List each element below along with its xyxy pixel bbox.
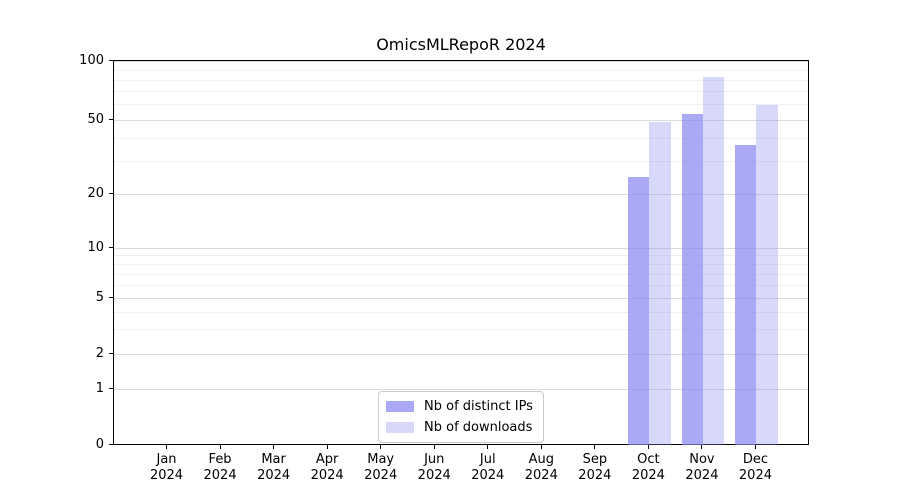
x-tick-label: Nov 2024 (685, 452, 719, 483)
legend-item-label: Nb of downloads (424, 420, 533, 435)
x-tick-label: May 2024 (364, 452, 398, 483)
y-tick-label: 1 (95, 380, 104, 396)
legend-item: Nb of downloads (386, 419, 533, 436)
x-tick-mark (166, 445, 168, 449)
bar-downloads-nov (702, 77, 725, 445)
minor-gridline (114, 285, 808, 287)
legend-item-label: Nb of distinct IPs (424, 399, 533, 414)
major-gridline (114, 194, 808, 196)
y-tick-label: 50 (87, 112, 104, 128)
y-tick-label: 100 (79, 52, 104, 68)
major-gridline (114, 388, 808, 390)
minor-gridline (114, 311, 808, 313)
x-tick-label: Oct 2024 (631, 452, 665, 483)
legend-swatch-distinct-ips (386, 401, 414, 412)
major-gridline (114, 298, 808, 300)
bar-distinct-ips-dec (735, 144, 757, 445)
legend: Nb of distinct IPs Nb of downloads (378, 391, 544, 443)
x-tick-label: Jul 2024 (471, 452, 505, 483)
minor-gridline (114, 263, 808, 265)
x-tick-mark (540, 445, 542, 449)
y-tick-label: 2 (95, 345, 104, 361)
x-tick-mark (647, 445, 649, 449)
x-tick-mark (273, 445, 275, 449)
x-tick-mark (754, 445, 756, 449)
x-tick-mark (380, 445, 382, 449)
x-tick-mark (594, 445, 596, 449)
x-tick-mark (326, 445, 328, 449)
x-tick-mark (433, 445, 435, 449)
bar-downloads-oct (649, 122, 671, 445)
y-tick-mark (109, 297, 113, 299)
bar-distinct-ips-nov (681, 114, 703, 445)
major-gridline (114, 247, 808, 249)
bar-downloads-dec (756, 104, 778, 445)
major-gridline (114, 353, 808, 355)
y-tick-mark (109, 387, 113, 389)
y-tick-mark (109, 246, 113, 248)
x-tick-mark (219, 445, 221, 449)
x-tick-label: Feb 2024 (203, 452, 237, 483)
y-tick-mark (109, 193, 113, 195)
legend-swatch-downloads (386, 422, 414, 433)
x-tick-label: Apr 2024 (310, 452, 344, 483)
plot-area (113, 60, 809, 445)
y-tick-label: 5 (95, 290, 104, 306)
y-tick-mark (109, 119, 113, 121)
major-gridline (114, 120, 808, 122)
minor-gridline (114, 69, 808, 71)
y-tick-label: 20 (87, 186, 104, 202)
legend-item: Nb of distinct IPs (386, 398, 533, 415)
y-tick-label: 10 (87, 239, 104, 255)
y-tick-label: 0 (95, 436, 104, 452)
y-tick-mark (109, 59, 113, 61)
x-tick-label: Aug 2024 (524, 452, 558, 483)
x-tick-label: Sep 2024 (578, 452, 612, 483)
minor-gridline (114, 273, 808, 275)
minor-gridline (114, 161, 808, 163)
x-tick-label: Mar 2024 (257, 452, 291, 483)
minor-gridline (114, 329, 808, 331)
x-tick-label: Dec 2024 (738, 452, 772, 483)
chart-title: OmicsMLRepoR 2024 (376, 35, 546, 54)
x-tick-mark (487, 445, 489, 449)
y-tick-mark (109, 352, 113, 354)
bar-distinct-ips-oct (627, 176, 650, 445)
x-tick-label: Jan 2024 (149, 452, 184, 483)
minor-gridline (114, 91, 808, 93)
minor-gridline (114, 79, 808, 81)
minor-gridline (114, 255, 808, 257)
major-gridline (114, 60, 808, 62)
minor-gridline (114, 138, 808, 140)
x-tick-label: Jun 2024 (417, 452, 451, 483)
x-tick-mark (701, 445, 703, 449)
y-tick-mark (109, 443, 113, 445)
minor-gridline (114, 104, 808, 106)
